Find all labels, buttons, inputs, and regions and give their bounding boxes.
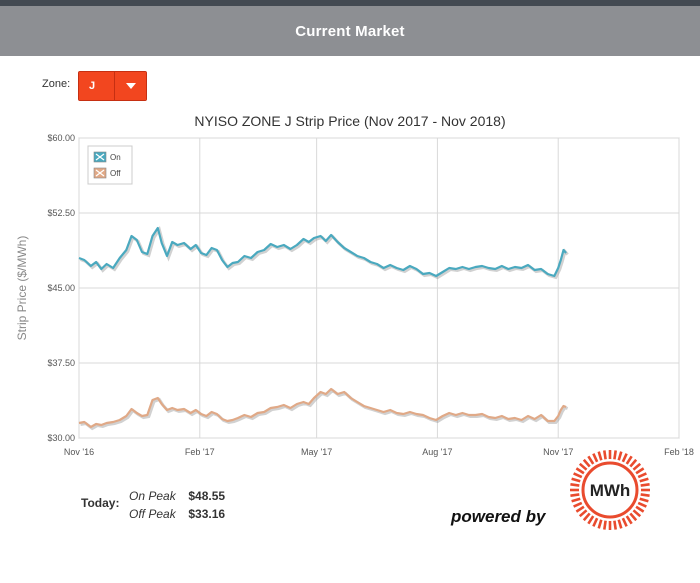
- y-tick-label: $52.50: [47, 208, 75, 218]
- logo-ring-tick: [640, 483, 650, 487]
- logo-ring-tick: [637, 501, 647, 508]
- logo-ring-tick: [578, 509, 588, 518]
- powered-by-text: powered by: [451, 507, 546, 526]
- logo-ring-tick: [571, 477, 581, 483]
- on-peak-value: $48.55: [188, 489, 226, 503]
- mwh-logo: MWh: [570, 450, 650, 530]
- logo-ring-tick: [592, 453, 599, 463]
- logo-ring-tick: [597, 519, 603, 529]
- logo-ring: [570, 450, 650, 530]
- off-peak-row: Off Peak $33.16: [129, 507, 225, 521]
- x-tick-label: Feb '18: [664, 447, 694, 457]
- y-tick-label: $30.00: [47, 433, 75, 443]
- logo-ring-tick: [603, 450, 607, 460]
- logo-ring-tick: [632, 509, 642, 518]
- logo-ring-tick: [621, 517, 628, 527]
- logo-ring-tick: [582, 512, 591, 522]
- logo-ring-tick: [603, 520, 607, 530]
- chevron-down-icon: [125, 83, 136, 89]
- legend-label-off: Off: [110, 169, 121, 178]
- logo-ring-tick: [629, 512, 638, 522]
- x-tick-label: Feb '17: [185, 447, 215, 457]
- series-shadow: [80, 388, 569, 431]
- logo-ring-tick: [571, 497, 581, 503]
- logo-ring-tick: [639, 477, 649, 483]
- logo-ring-tick: [597, 451, 603, 461]
- logo-ring-tick: [587, 455, 595, 465]
- logo-ring-tick: [613, 450, 617, 460]
- x-tick-label: Aug '17: [422, 447, 452, 457]
- logo-ring-tick: [617, 519, 623, 529]
- logo-ring-tick: [635, 467, 645, 475]
- logo-ring-tick: [592, 517, 599, 527]
- logo-ring-tick: [570, 493, 580, 497]
- logo-ring-tick: [570, 483, 580, 487]
- y-axis-title: Strip Price ($/MWh): [15, 236, 29, 341]
- legend-box: [87, 145, 133, 185]
- logo-ring-tick: [578, 462, 588, 471]
- top-strip: [0, 0, 700, 6]
- logo-ring-tick: [632, 462, 642, 471]
- on-peak-row: On Peak $48.55: [129, 489, 225, 503]
- logo-ring-tick: [621, 453, 628, 463]
- logo-ring-tick: [617, 451, 623, 461]
- logo-inner-circle: [581, 461, 639, 519]
- zone-dropdown-toggle[interactable]: [115, 72, 146, 100]
- zone-label: Zone:: [42, 78, 71, 90]
- logo-ring-tick: [575, 467, 585, 475]
- page-title: Current Market: [295, 22, 405, 40]
- logo-ring-tick: [575, 505, 585, 513]
- x-tick-label: Nov '16: [64, 447, 94, 457]
- logo-ring-tick: [573, 472, 583, 479]
- chart-title: NYISO ZONE J Strip Price (Nov 2017 - Nov…: [194, 113, 506, 129]
- off-peak-label: Off Peak: [129, 507, 176, 521]
- zone-dropdown[interactable]: J: [78, 71, 147, 101]
- logo-ring-tick: [635, 505, 645, 513]
- legend-label-on: On: [110, 153, 121, 162]
- legend: On Off: [87, 145, 133, 185]
- legend-check-icon: [95, 153, 105, 161]
- logo-ring-tick: [629, 458, 638, 468]
- series-line-off: [78, 387, 567, 429]
- logo-ring-tick: [625, 455, 633, 465]
- y-tick-label: $60.00: [47, 133, 75, 143]
- off-peak-value: $33.16: [188, 507, 226, 521]
- series-line-on: [78, 226, 567, 278]
- legend-check-icon: [95, 169, 105, 177]
- logo-ring-tick: [637, 472, 647, 479]
- logo-ring-tick: [613, 520, 617, 530]
- x-tick-label: May '17: [301, 447, 332, 457]
- today-label: Today:: [81, 496, 120, 510]
- logo-ring-tick: [573, 501, 583, 508]
- logo-ring-tick: [587, 515, 595, 525]
- price-chart: $30.00 $37.50 $45.00 $52.50 $60.00 Nov '16 Feb…: [15, 133, 694, 457]
- x-tick-label: Nov '17: [543, 447, 573, 457]
- zone-selected-value: J: [79, 72, 115, 100]
- series-off: [78, 387, 569, 431]
- logo-ring-tick: [625, 515, 633, 525]
- logo-ring-tick: [640, 493, 650, 497]
- logo-ring-tick: [582, 458, 591, 468]
- on-peak-label: On Peak: [129, 489, 176, 503]
- series-shadow: [79, 225, 569, 280]
- logo-text: MWh: [590, 481, 631, 500]
- y-tick-label: $45.00: [47, 283, 75, 293]
- series-on: [78, 225, 569, 280]
- page-header: Current Market: [0, 6, 700, 56]
- logo-ring-tick: [639, 497, 649, 503]
- y-tick-label: $37.50: [47, 358, 75, 368]
